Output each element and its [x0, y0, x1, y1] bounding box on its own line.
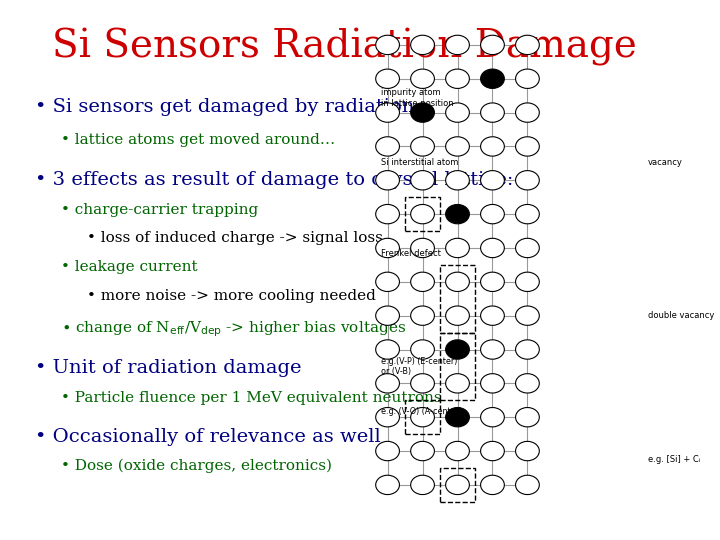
- Circle shape: [516, 69, 539, 89]
- Circle shape: [446, 103, 469, 122]
- Circle shape: [376, 441, 400, 461]
- Circle shape: [446, 171, 469, 190]
- Circle shape: [516, 408, 539, 427]
- Text: • charge-carrier trapping: • charge-carrier trapping: [61, 203, 258, 217]
- Circle shape: [516, 137, 539, 156]
- Circle shape: [446, 374, 469, 393]
- Circle shape: [376, 137, 400, 156]
- Circle shape: [410, 272, 434, 292]
- Bar: [440, 265, 475, 333]
- Circle shape: [376, 272, 400, 292]
- Text: e.g. [Si] + Cᵢ: e.g. [Si] + Cᵢ: [648, 455, 701, 464]
- Circle shape: [410, 205, 434, 224]
- Circle shape: [410, 374, 434, 393]
- Text: • Occasionally of relevance as well: • Occasionally of relevance as well: [35, 428, 380, 447]
- Circle shape: [376, 408, 400, 427]
- Circle shape: [516, 35, 539, 55]
- Circle shape: [376, 69, 400, 89]
- Circle shape: [516, 238, 539, 258]
- Circle shape: [446, 475, 469, 495]
- Circle shape: [516, 340, 539, 359]
- Circle shape: [480, 35, 504, 55]
- Circle shape: [410, 306, 434, 325]
- Text: • lattice atoms get moved around…: • lattice atoms get moved around…: [61, 133, 335, 147]
- Circle shape: [410, 35, 434, 55]
- Circle shape: [480, 103, 504, 122]
- Circle shape: [410, 340, 434, 359]
- Circle shape: [480, 205, 504, 224]
- Circle shape: [376, 238, 400, 258]
- Circle shape: [446, 69, 469, 89]
- Text: • 3 effects as result of damage to crystal lattice:: • 3 effects as result of damage to cryst…: [35, 171, 513, 188]
- Circle shape: [516, 441, 539, 461]
- Circle shape: [410, 408, 434, 427]
- Circle shape: [376, 475, 400, 495]
- Text: • leakage current: • leakage current: [61, 260, 197, 274]
- Circle shape: [446, 137, 469, 156]
- Circle shape: [410, 475, 434, 495]
- Circle shape: [410, 69, 434, 89]
- Bar: [405, 197, 440, 231]
- Circle shape: [446, 408, 469, 427]
- Text: double vacancy: double vacancy: [648, 311, 714, 320]
- Circle shape: [446, 35, 469, 55]
- Text: • Particle fluence per 1 MeV equivalent neutrons: • Particle fluence per 1 MeV equivalent …: [61, 391, 441, 405]
- Text: impurity atom
in lattice position: impurity atom in lattice position: [381, 89, 454, 108]
- Circle shape: [376, 205, 400, 224]
- Bar: [405, 400, 440, 434]
- Circle shape: [446, 238, 469, 258]
- Circle shape: [376, 306, 400, 325]
- Text: Si Sensors Radiation Damage: Si Sensors Radiation Damage: [53, 28, 637, 66]
- Text: $\bullet$ change of N$_{\rm eff}$/V$_{\rm dep}$ -> higher bias voltages: $\bullet$ change of N$_{\rm eff}$/V$_{\r…: [61, 320, 406, 339]
- Circle shape: [376, 374, 400, 393]
- Circle shape: [410, 137, 434, 156]
- Circle shape: [480, 475, 504, 495]
- Circle shape: [376, 340, 400, 359]
- Circle shape: [446, 205, 469, 224]
- Circle shape: [480, 340, 504, 359]
- Circle shape: [446, 340, 469, 359]
- Circle shape: [376, 171, 400, 190]
- Circle shape: [516, 103, 539, 122]
- Circle shape: [480, 441, 504, 461]
- Circle shape: [446, 272, 469, 292]
- Bar: [440, 333, 475, 400]
- Circle shape: [410, 441, 434, 461]
- Circle shape: [410, 238, 434, 258]
- Text: Frenkel defect: Frenkel defect: [381, 249, 441, 258]
- Circle shape: [516, 171, 539, 190]
- Bar: [440, 468, 475, 502]
- Circle shape: [480, 408, 504, 427]
- Circle shape: [480, 306, 504, 325]
- Circle shape: [516, 306, 539, 325]
- Text: e.g.(V-P) (E-center)
or (V-B): e.g.(V-P) (E-center) or (V-B): [381, 357, 457, 376]
- Circle shape: [410, 103, 434, 122]
- Circle shape: [516, 205, 539, 224]
- Circle shape: [516, 374, 539, 393]
- Circle shape: [376, 35, 400, 55]
- Text: • Dose (oxide charges, electronics): • Dose (oxide charges, electronics): [61, 459, 332, 474]
- Text: • more noise -> more cooling needed: • more noise -> more cooling needed: [87, 289, 377, 303]
- Circle shape: [480, 374, 504, 393]
- Text: vacancy: vacancy: [648, 158, 683, 167]
- Circle shape: [446, 306, 469, 325]
- Circle shape: [376, 103, 400, 122]
- Circle shape: [480, 171, 504, 190]
- Text: • loss of induced charge -> signal loss: • loss of induced charge -> signal loss: [87, 231, 383, 245]
- Circle shape: [480, 272, 504, 292]
- Circle shape: [516, 475, 539, 495]
- Text: e.g. (V-O) (A-center): e.g. (V-O) (A-center): [381, 407, 462, 416]
- Circle shape: [480, 137, 504, 156]
- Text: Si interstitial atom: Si interstitial atom: [381, 158, 459, 167]
- Circle shape: [480, 238, 504, 258]
- Circle shape: [410, 171, 434, 190]
- Text: • Unit of radiation damage: • Unit of radiation damage: [35, 359, 301, 376]
- Text: • Si sensors get damaged by radiation:: • Si sensors get damaged by radiation:: [35, 98, 420, 116]
- Circle shape: [480, 69, 504, 89]
- Circle shape: [516, 272, 539, 292]
- Circle shape: [446, 441, 469, 461]
